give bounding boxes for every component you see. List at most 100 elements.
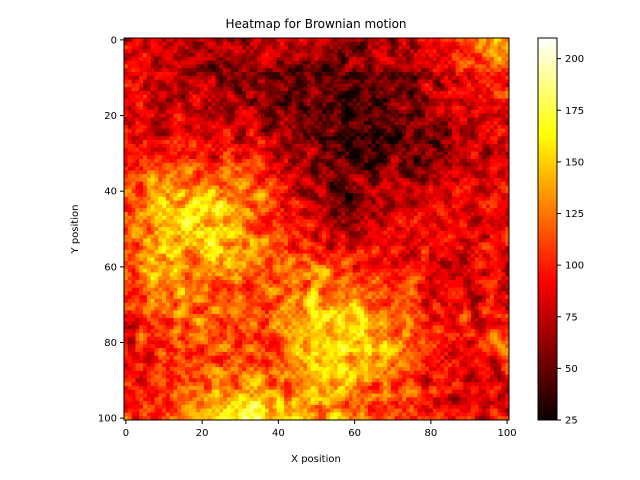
heatmap-cell	[143, 68, 148, 73]
heatmap-cell	[478, 102, 483, 107]
heatmap-cell	[337, 56, 342, 62]
heatmap-cell	[341, 45, 346, 50]
heatmap-cell	[196, 113, 201, 118]
heatmap-cell	[428, 38, 434, 43]
heatmap-cell	[165, 200, 171, 205]
heatmap-cell	[326, 162, 331, 167]
heatmap-cell	[318, 128, 323, 133]
heatmap-cell	[394, 128, 399, 133]
heatmap-cell	[211, 72, 216, 77]
heatmap-cell	[326, 60, 331, 65]
heatmap-cell	[398, 128, 403, 133]
heatmap-cell	[409, 113, 415, 118]
heatmap-cell	[173, 72, 178, 77]
heatmap-cell	[261, 204, 266, 209]
heatmap-cell	[371, 155, 376, 160]
heatmap-cell	[425, 75, 430, 80]
heatmap-cell	[146, 136, 152, 141]
heatmap-cell	[211, 121, 216, 126]
heatmap-cell	[150, 132, 155, 137]
heatmap-cell	[482, 177, 487, 183]
heatmap-cell	[413, 193, 418, 198]
heatmap-cell	[291, 166, 296, 171]
heatmap-cell	[287, 102, 293, 107]
heatmap-cell	[394, 109, 399, 114]
heatmap-cell	[474, 56, 479, 62]
heatmap-cell	[295, 219, 300, 224]
heatmap-cell	[478, 83, 483, 88]
heatmap-cell	[322, 162, 327, 167]
heatmap-cell	[333, 193, 338, 198]
heatmap-cell	[379, 200, 384, 205]
heatmap-cell	[329, 90, 334, 96]
heatmap-cell	[127, 94, 132, 99]
heatmap-cell	[268, 132, 274, 137]
heatmap-cell	[364, 162, 369, 167]
heatmap-cell	[192, 45, 197, 50]
heatmap-cell	[341, 140, 346, 145]
heatmap-cell	[436, 113, 441, 118]
heatmap-cell	[493, 193, 498, 198]
heatmap-cell	[169, 128, 174, 133]
heatmap-cell	[360, 136, 365, 141]
heatmap-cell	[299, 68, 304, 73]
heatmap-cell	[200, 90, 205, 96]
heatmap-cell	[230, 41, 235, 46]
heatmap-cell	[402, 60, 407, 65]
heatmap-cell	[146, 83, 152, 88]
heatmap-cell	[356, 79, 361, 84]
heatmap-cell	[356, 56, 361, 62]
heatmap-cell	[291, 219, 296, 224]
heatmap-cell	[127, 41, 132, 46]
heatmap-cell	[375, 87, 380, 92]
heatmap-cell	[204, 87, 209, 92]
heatmap-cell	[249, 151, 254, 156]
heatmap-cell	[322, 60, 327, 65]
heatmap-cell	[124, 56, 129, 62]
heatmap-cell	[150, 68, 155, 73]
heatmap-cell	[394, 60, 399, 65]
heatmap-cell	[406, 211, 411, 217]
heatmap-cell	[486, 174, 491, 179]
heatmap-cell	[238, 53, 243, 58]
heatmap-cell	[428, 193, 434, 198]
heatmap-cell	[261, 215, 266, 220]
heatmap-cell	[165, 102, 171, 107]
heatmap-cell	[451, 68, 456, 73]
heatmap-cell	[207, 147, 213, 152]
heatmap-cell	[493, 136, 498, 141]
heatmap-cell	[200, 87, 205, 92]
heatmap-cell	[165, 87, 171, 92]
heatmap-cell	[398, 159, 403, 164]
heatmap-cell	[162, 94, 167, 99]
heatmap-cell	[356, 189, 361, 194]
heatmap-cell	[371, 177, 376, 183]
heatmap-cell	[287, 159, 293, 164]
heatmap-cell	[150, 94, 155, 99]
heatmap-cell	[211, 49, 216, 54]
heatmap-cell	[204, 185, 209, 190]
heatmap-cell	[409, 38, 415, 43]
heatmap-cell	[158, 64, 163, 69]
heatmap-cell	[291, 109, 296, 114]
heatmap-cell	[455, 162, 460, 167]
heatmap-cell	[383, 181, 388, 186]
heatmap-cell	[211, 109, 216, 114]
heatmap-cell	[318, 174, 323, 179]
heatmap-cell	[402, 94, 407, 99]
heatmap-cell	[364, 174, 369, 179]
heatmap-cell	[478, 204, 483, 209]
heatmap-cell	[234, 121, 239, 126]
heatmap-cell	[280, 90, 285, 96]
heatmap-cell	[333, 41, 338, 46]
heatmap-cell	[463, 159, 468, 164]
heatmap-cell	[276, 170, 281, 175]
heatmap-cell	[467, 60, 472, 65]
heatmap-cell	[207, 162, 213, 167]
heatmap-cell	[417, 83, 422, 88]
heatmap-cell	[245, 208, 251, 213]
heatmap-cell	[230, 109, 235, 114]
heatmap-cell	[299, 117, 304, 122]
heatmap-cell	[280, 189, 285, 194]
heatmap-cell	[299, 72, 304, 77]
